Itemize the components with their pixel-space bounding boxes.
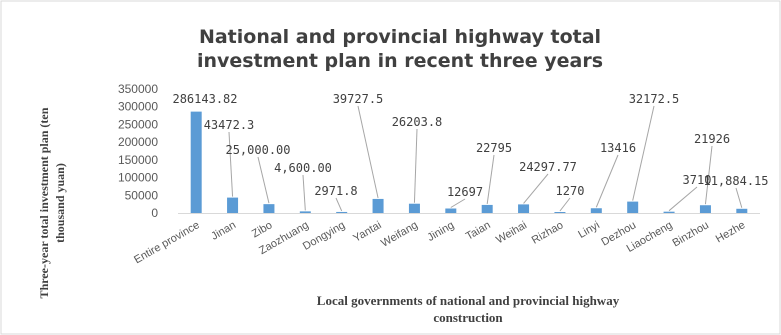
leader-line xyxy=(357,105,379,199)
y-tick-label: 350000 xyxy=(118,82,158,96)
leader-line xyxy=(302,174,306,211)
data-label: 286143.82 xyxy=(172,92,237,106)
bar-jining xyxy=(445,208,457,213)
leader-line xyxy=(413,128,418,203)
data-label: 2971.8 xyxy=(314,184,357,198)
chart-title-line-2: investment plan in recent three years xyxy=(197,50,603,72)
data-label: 43472.3 xyxy=(204,118,255,132)
bar-hezhe xyxy=(736,208,748,213)
y-axis-ticks: 0 50000 100000 150000 200000 250000 300000 3500… xyxy=(118,82,158,220)
data-label: 11,884.15 xyxy=(703,174,768,188)
data-labels: 286143.82 43472.3 25,000.00 4,600.00 2971.8 3… xyxy=(172,92,768,199)
data-label: 25,000.00 xyxy=(225,143,290,157)
data-label: 22795 xyxy=(476,141,512,155)
leader-line xyxy=(632,105,655,201)
data-label: 13416 xyxy=(600,141,636,155)
leader-line xyxy=(335,197,343,212)
data-label: 24297.77 xyxy=(519,160,577,174)
bar-taian xyxy=(481,204,493,213)
leader-line xyxy=(595,154,619,208)
leader-lines xyxy=(228,105,743,212)
y-tick-label: 250000 xyxy=(118,117,158,131)
y-tick-label: 300000 xyxy=(118,100,158,114)
data-label: 1270 xyxy=(556,184,585,198)
y-axis-title-line-2: thousand yuan) xyxy=(53,163,67,243)
bar-yantai xyxy=(372,198,384,213)
leader-line xyxy=(257,156,270,204)
data-label: 21926 xyxy=(694,132,730,146)
data-label: 12697 xyxy=(447,185,483,199)
bar-dezhou xyxy=(627,201,639,213)
y-tick-label: 200000 xyxy=(118,135,158,149)
leader-line xyxy=(450,198,466,208)
y-tick-label: 100000 xyxy=(118,171,158,185)
bar-weihai xyxy=(518,204,530,213)
data-label: 4,600.00 xyxy=(274,161,332,175)
chart-title-line-1: National and provincial highway total xyxy=(199,26,601,48)
bar-weifang xyxy=(408,203,420,213)
x-axis-title-line-1: Local governments of national and provin… xyxy=(317,293,620,308)
bar-binzhou xyxy=(699,205,711,213)
bar-linyi xyxy=(590,208,602,213)
data-label: 3710 xyxy=(683,173,712,187)
leader-line xyxy=(704,145,713,205)
leader-line xyxy=(559,197,571,212)
leader-line xyxy=(228,131,234,197)
y-axis-title-line-1: Three-year total investment plan (ten xyxy=(37,107,51,298)
bar-zaozhuang xyxy=(299,211,311,213)
y-tick-label: 0 xyxy=(151,206,158,220)
bar-entire-province xyxy=(190,111,202,213)
leader-line xyxy=(486,154,495,204)
y-tick-label: 50000 xyxy=(125,188,159,202)
data-label: 39727.5 xyxy=(333,92,384,106)
bars xyxy=(190,111,748,213)
leader-line xyxy=(735,187,743,208)
y-tick-label: 150000 xyxy=(118,153,158,167)
bar-jinan xyxy=(227,197,239,213)
leader-line xyxy=(523,173,549,204)
bar-rizhao xyxy=(554,212,566,213)
leader-line xyxy=(668,186,698,212)
data-label: 26203.8 xyxy=(392,115,443,129)
bar-dongying xyxy=(336,211,348,213)
data-label: 32172.5 xyxy=(629,92,680,106)
x-axis-title-line-2: construction xyxy=(433,310,503,325)
bar-zibo xyxy=(263,204,275,213)
bar-liaocheng xyxy=(663,211,675,213)
